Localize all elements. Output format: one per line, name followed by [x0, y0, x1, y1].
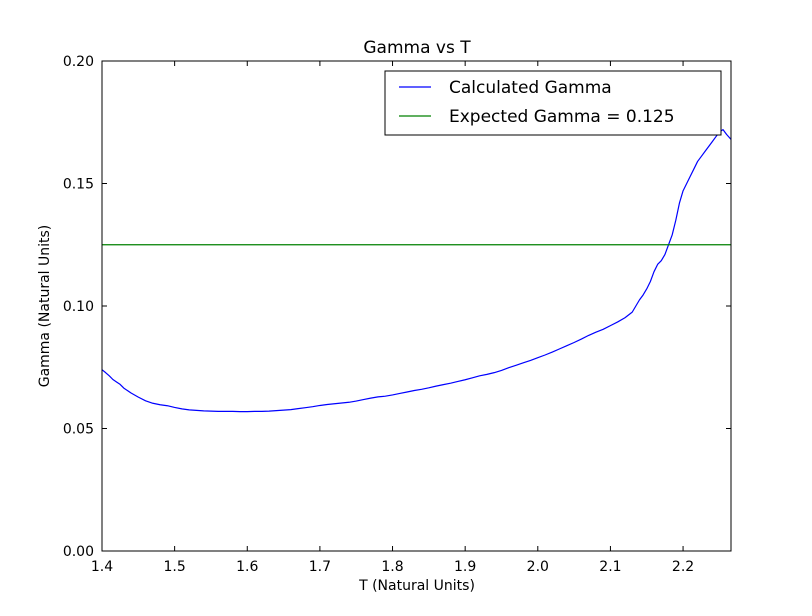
y-tick-label: 0.15 [63, 177, 94, 193]
x-tick-label: 1.8 [381, 559, 403, 575]
legend: Calculated Gamma Expected Gamma = 0.125 [384, 70, 722, 136]
x-axis-label: T (Natural Units) [358, 578, 475, 594]
chart-title: Gamma vs T [363, 38, 471, 58]
x-tick-label: 2.2 [672, 559, 694, 575]
y-axis-label: Gamma (Natural Units) [37, 225, 53, 388]
y-tick-label: 0.00 [63, 544, 94, 560]
x-tick-label: 1.4 [91, 559, 113, 575]
x-tick-label: 1.6 [236, 559, 258, 575]
x-tick-label: 1.5 [163, 559, 185, 575]
plot-area: 1.4 1.5 1.6 1.7 1.8 1.9 2.0 2.1 2.2 0.00 0.05 0.10 0… [63, 54, 732, 575]
x-tick-label: 2.0 [527, 559, 549, 575]
y-tick-label: 0.10 [63, 299, 94, 315]
series-line-calculated-gamma [101, 129, 732, 413]
x-tick-label: 2.1 [599, 559, 621, 575]
x-tick-label: 1.7 [309, 559, 331, 575]
y-tick-label: 0.20 [63, 54, 94, 70]
legend-label-expected-gamma: Expected Gamma = 0.125 [449, 107, 675, 127]
legend-label-calculated-gamma: Calculated Gamma [449, 78, 612, 98]
legend-frame [384, 70, 722, 136]
y-tick-label: 0.05 [63, 422, 94, 438]
x-tick-label: 1.9 [454, 559, 476, 575]
